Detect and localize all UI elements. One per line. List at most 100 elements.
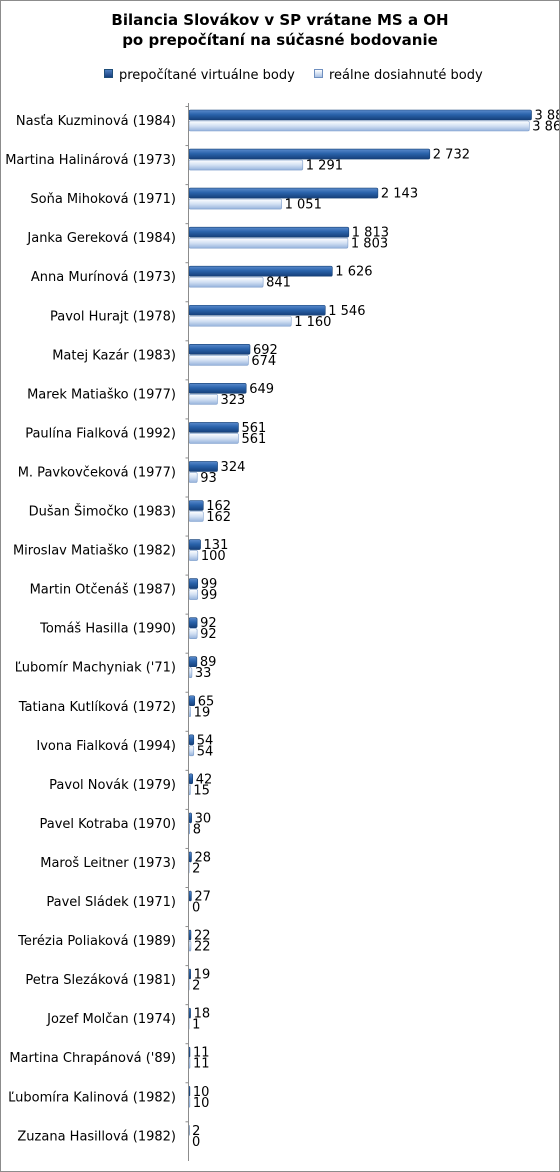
data-label-real: 674 (251, 354, 276, 369)
bar-virtual (188, 1046, 191, 1058)
bar-real (188, 315, 292, 327)
category-label: Petra Slezáková (1981) (25, 973, 176, 988)
category-label: Maroš Leitner (1973) (40, 856, 176, 871)
data-label-real: 8 (193, 822, 201, 837)
category-label: Martina Chrapánová ('89) (9, 1051, 176, 1066)
bar-real (188, 823, 191, 835)
data-label-real: 10 (193, 1096, 210, 1111)
data-label-virtual: 692 (253, 343, 278, 358)
data-label-real: 323 (220, 393, 245, 408)
data-label-virtual: 30 (195, 811, 212, 826)
bar-real (188, 589, 199, 600)
category-label: Pavol Novák (1979) (49, 778, 176, 793)
data-label-real: 1 291 (306, 159, 343, 174)
bar-real (188, 1096, 191, 1108)
category-label: Ľubomíra Kalinová (1982) (8, 1090, 176, 1105)
bar-virtual (188, 187, 379, 199)
data-label-virtual: 2 732 (433, 148, 470, 163)
category-label: Ľubomír Machyniak ('71) (15, 661, 176, 676)
category-label: Tatiana Kutlíková (1972) (18, 700, 176, 715)
data-label-real: 54 (197, 744, 214, 759)
data-label-real: 1 051 (285, 198, 322, 213)
data-label-virtual: 65 (198, 694, 215, 709)
data-label-real: 561 (241, 432, 266, 447)
category-label: Terézia Poliaková (1989) (17, 934, 176, 949)
bar-real (188, 394, 218, 405)
category-label: Jozef Molčan (1974) (46, 1012, 176, 1027)
category-label: Pavel Kotraba (1970) (40, 817, 176, 832)
category-label: Ivona Fialková (1994) (36, 739, 176, 754)
data-label-virtual: 1 813 (352, 226, 389, 241)
category-label: Martina Halinárová (1973) (5, 153, 176, 168)
bar-real (188, 511, 204, 522)
data-label-real: 0 (192, 1135, 200, 1150)
legend-item-real: reálne dosiahnuté body (314, 68, 483, 83)
data-label-real: 100 (201, 549, 226, 564)
data-label-real: 19 (194, 705, 211, 720)
category-label: M. Pavkovčeková (1977) (18, 465, 176, 480)
bar-real (188, 198, 282, 210)
bar-virtual (188, 890, 192, 902)
bar-real (188, 354, 249, 366)
category-label: Marek Matiaško (1977) (27, 387, 176, 402)
bars-group: Nasťa Kuzminová (1984) 3 8863 861 Martina … (5, 106, 560, 1150)
bar-virtual (188, 539, 201, 550)
data-label-virtual: 162 (206, 499, 231, 514)
bar-virtual (188, 617, 198, 628)
bar-real (188, 940, 192, 952)
category-label: Zuzana Hasillová (1982) (17, 1129, 176, 1144)
data-label-virtual: 18 (194, 1007, 211, 1022)
bar-virtual (188, 226, 350, 238)
data-label-virtual: 649 (249, 382, 274, 397)
bar-virtual (188, 812, 192, 824)
data-label-real: 33 (195, 666, 212, 681)
data-label-real: 92 (200, 627, 217, 642)
data-label-real: 1 803 (351, 237, 388, 252)
bar-real (188, 745, 195, 757)
category-label: Janka Gereková (1984) (26, 231, 176, 246)
data-label-virtual: 3 886 (535, 109, 560, 124)
bar-virtual (188, 383, 247, 394)
data-label-virtual: 19 (194, 968, 211, 983)
data-label-real: 2 (192, 979, 200, 994)
category-label: Pavol Hurajt (1978) (50, 309, 176, 324)
bar-virtual (188, 343, 251, 355)
data-label-real: 93 (200, 471, 217, 486)
bar-virtual (188, 461, 218, 472)
bar-virtual (188, 422, 239, 433)
data-label-virtual: 1 546 (328, 304, 365, 319)
legend-item-virtual: prepočítané virtuálne body (104, 68, 295, 83)
category-label: Tomáš Hasilla (1990) (39, 622, 176, 637)
data-label-virtual: 89 (200, 655, 217, 670)
data-label-real: 3 861 (532, 120, 559, 135)
data-label-virtual: 1 626 (335, 265, 372, 280)
data-label-virtual: 131 (204, 538, 229, 553)
legend-label-real: reálne dosiahnuté body (329, 68, 483, 83)
category-label: Pavel Sládek (1971) (46, 895, 176, 910)
legend-swatch-real (314, 69, 323, 78)
category-label: Anna Murínová (1973) (31, 270, 176, 285)
data-label-virtual: 92 (200, 616, 217, 631)
data-label-real: 0 (192, 901, 200, 916)
bar-real (188, 472, 198, 483)
legend-label-virtual: prepočítané virtuálne body (119, 68, 295, 83)
category-label: Dušan Šimočko (1983) (29, 504, 176, 520)
bar-virtual (188, 1007, 191, 1019)
data-label-virtual: 42 (196, 772, 213, 787)
data-label-real: 1 (192, 1018, 200, 1033)
bar-virtual (188, 734, 195, 746)
data-label-virtual: 11 (193, 1046, 210, 1061)
bar-virtual (188, 695, 196, 707)
bar-virtual (188, 148, 431, 160)
data-label-real: 15 (193, 783, 210, 798)
data-label-virtual: 27 (194, 890, 211, 905)
bar-virtual (188, 773, 194, 785)
data-label-virtual: 2 (192, 1124, 200, 1139)
chart-title: Bilancia Slovákov v SP vrátane MS a OH (111, 11, 449, 29)
data-label-real: 841 (266, 276, 291, 291)
data-label-virtual: 324 (221, 460, 246, 475)
bar-virtual (188, 1085, 191, 1097)
bar-real (188, 1057, 191, 1069)
data-label-real: 22 (194, 940, 211, 955)
